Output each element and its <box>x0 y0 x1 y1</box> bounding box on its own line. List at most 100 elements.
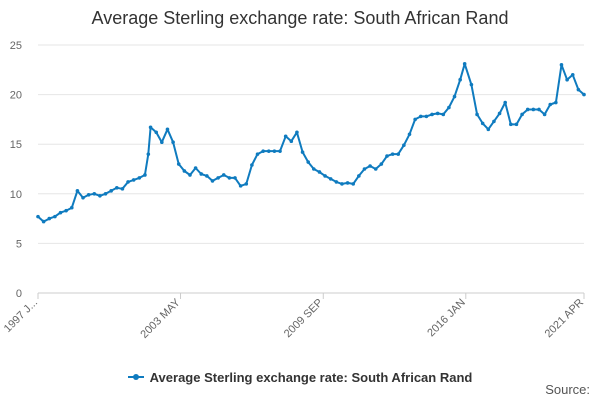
data-point[interactable] <box>120 187 125 191</box>
data-point[interactable] <box>373 167 378 171</box>
data-point[interactable] <box>435 111 440 116</box>
data-point[interactable] <box>47 216 52 221</box>
data-point[interactable] <box>328 177 333 181</box>
data-point[interactable] <box>542 112 547 117</box>
data-point[interactable] <box>98 193 102 198</box>
data-point[interactable] <box>497 111 502 116</box>
data-point[interactable] <box>576 87 581 92</box>
data-point[interactable] <box>531 107 536 112</box>
data-point[interactable] <box>126 180 130 184</box>
data-point[interactable] <box>441 112 446 117</box>
data-point[interactable] <box>458 77 462 82</box>
legend[interactable]: Average Sterling exchange rate: South Af… <box>0 366 600 385</box>
data-point[interactable] <box>244 182 249 186</box>
data-point[interactable] <box>81 195 85 200</box>
data-point[interactable] <box>250 163 254 167</box>
data-point[interactable] <box>266 149 271 153</box>
data-point[interactable] <box>413 117 417 122</box>
data-point[interactable] <box>272 149 277 153</box>
data-point[interactable] <box>390 152 395 156</box>
data-point[interactable] <box>221 173 226 177</box>
data-point[interactable] <box>188 173 192 177</box>
data-point[interactable] <box>75 189 80 193</box>
data-point[interactable] <box>418 114 423 119</box>
data-point[interactable] <box>53 214 57 219</box>
data-point[interactable] <box>509 122 513 127</box>
data-point[interactable] <box>176 162 181 166</box>
data-point[interactable] <box>323 174 327 178</box>
data-point[interactable] <box>160 140 164 145</box>
data-point[interactable] <box>171 140 175 145</box>
data-point[interactable] <box>424 114 429 119</box>
data-point[interactable] <box>452 94 457 99</box>
data-point[interactable] <box>525 107 530 112</box>
data-point[interactable] <box>396 152 401 156</box>
data-point[interactable] <box>357 174 361 178</box>
data-point[interactable] <box>503 100 507 105</box>
data-point[interactable] <box>295 130 299 135</box>
data-point[interactable] <box>430 112 434 117</box>
data-point[interactable] <box>447 105 451 110</box>
data-point[interactable] <box>520 112 524 117</box>
data-point[interactable] <box>227 176 232 180</box>
data-point[interactable] <box>548 102 553 107</box>
data-point[interactable] <box>385 154 389 158</box>
data-point[interactable] <box>233 176 237 180</box>
data-point[interactable] <box>565 77 569 82</box>
data-point[interactable] <box>340 182 344 186</box>
data-point[interactable] <box>278 149 282 153</box>
data-point[interactable] <box>165 127 170 132</box>
data-point[interactable] <box>69 205 74 210</box>
data-point[interactable] <box>86 192 91 197</box>
data-point[interactable] <box>379 162 384 166</box>
data-point[interactable] <box>36 214 40 219</box>
data-point[interactable] <box>199 172 204 176</box>
data-point[interactable] <box>238 184 243 188</box>
data-point[interactable] <box>486 127 491 132</box>
data-point[interactable] <box>351 182 356 186</box>
data-point[interactable] <box>368 164 372 168</box>
data-point[interactable] <box>64 208 68 213</box>
data-point[interactable] <box>261 149 265 153</box>
series-line-0[interactable] <box>37 62 585 223</box>
data-point[interactable] <box>362 167 367 171</box>
data-point[interactable] <box>469 82 474 87</box>
legend-item[interactable]: Average Sterling exchange rate: South Af… <box>127 370 472 385</box>
data-point[interactable] <box>131 178 136 182</box>
data-point[interactable] <box>300 150 305 154</box>
data-point[interactable] <box>146 152 151 156</box>
data-point[interactable] <box>137 176 142 180</box>
data-point[interactable] <box>582 92 586 97</box>
data-point[interactable] <box>554 100 558 105</box>
data-point[interactable] <box>210 179 215 183</box>
data-point[interactable] <box>103 192 108 196</box>
data-point[interactable] <box>58 210 63 215</box>
data-point[interactable] <box>334 180 339 184</box>
data-point[interactable] <box>402 143 406 147</box>
data-point[interactable] <box>312 167 316 171</box>
data-point[interactable] <box>115 186 119 190</box>
data-point[interactable] <box>462 62 467 66</box>
data-point[interactable] <box>537 107 541 112</box>
data-point[interactable] <box>148 125 153 130</box>
data-point[interactable] <box>317 170 322 174</box>
data-point[interactable] <box>193 166 198 170</box>
data-point[interactable] <box>283 134 288 139</box>
data-point[interactable] <box>41 219 46 224</box>
data-point[interactable] <box>92 192 97 196</box>
data-point[interactable] <box>570 72 575 77</box>
data-point[interactable] <box>514 122 519 127</box>
data-point[interactable] <box>255 152 260 156</box>
data-point[interactable] <box>480 121 485 126</box>
data-point[interactable] <box>475 112 479 117</box>
data-point[interactable] <box>205 174 209 178</box>
data-point[interactable] <box>407 132 412 137</box>
data-point[interactable] <box>182 169 187 173</box>
data-point[interactable] <box>109 189 113 193</box>
data-point[interactable] <box>492 119 496 124</box>
data-point[interactable] <box>154 130 159 135</box>
data-point[interactable] <box>289 139 294 144</box>
data-point[interactable] <box>216 176 220 180</box>
data-point[interactable] <box>345 181 350 185</box>
data-point[interactable] <box>559 63 564 67</box>
